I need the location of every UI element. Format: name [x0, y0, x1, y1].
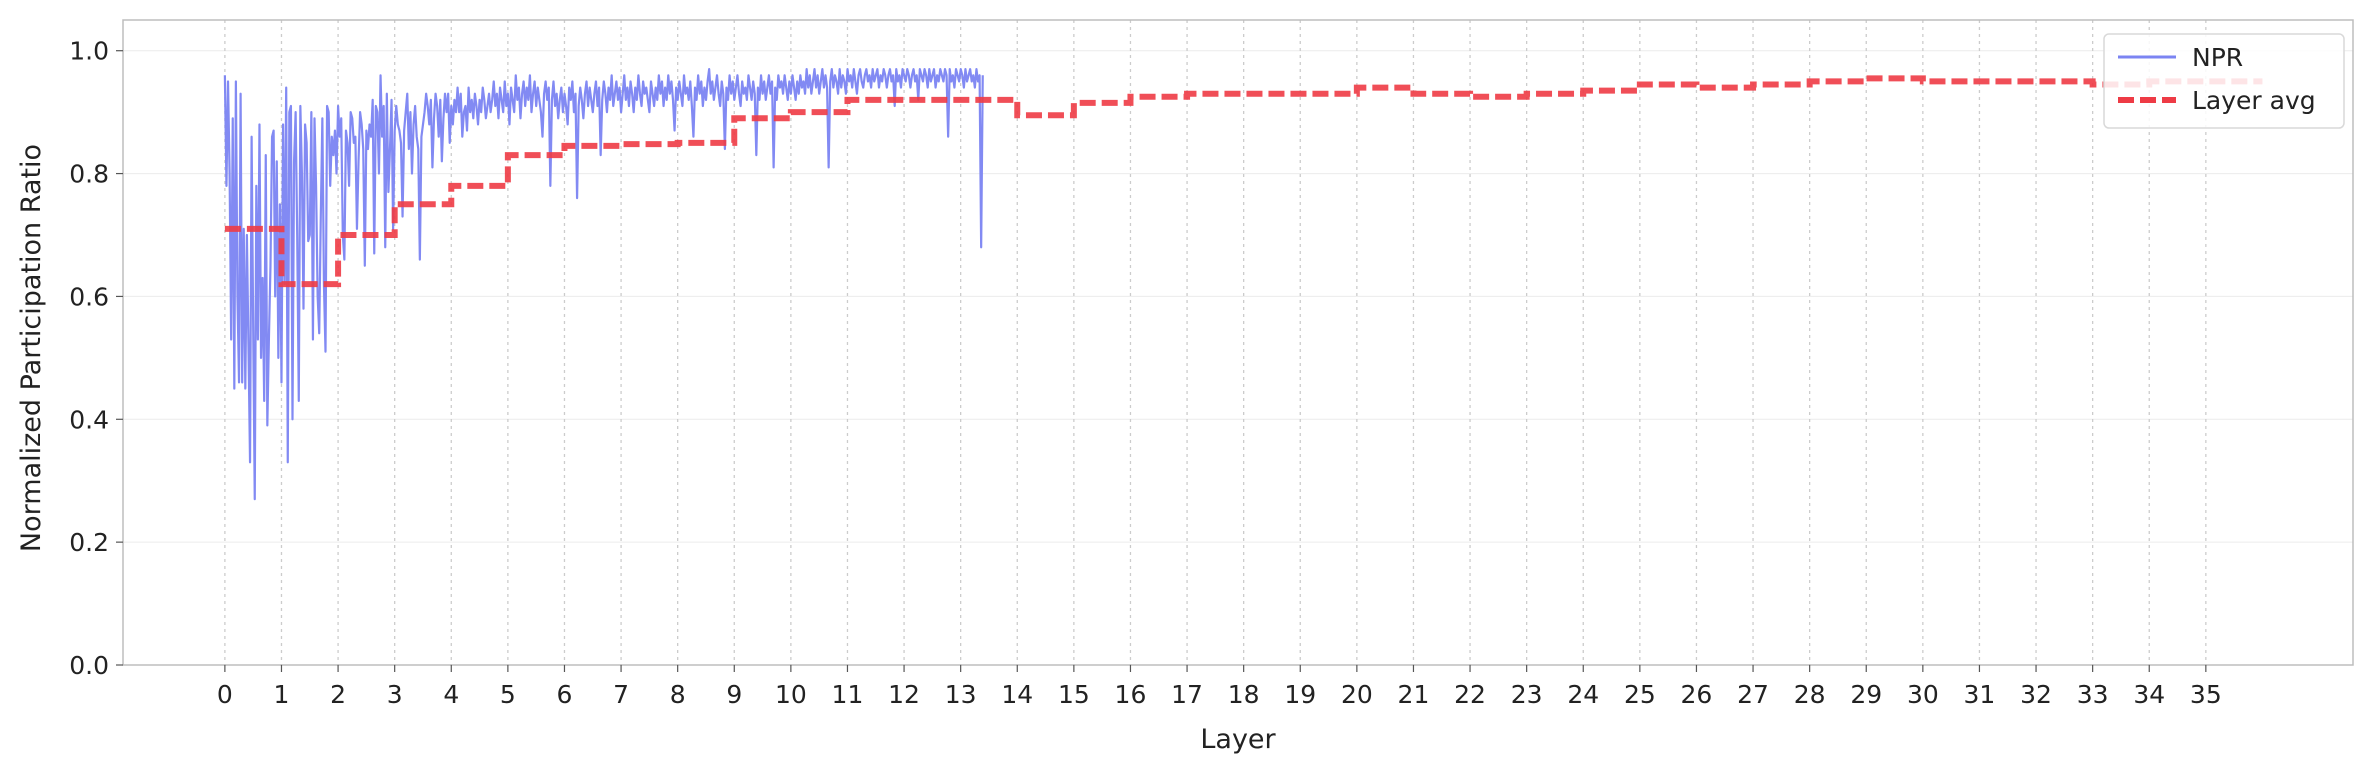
x-tick-label: 17	[1171, 680, 1203, 709]
x-tick-label: 13	[945, 680, 977, 709]
x-axis-label: Layer	[1200, 724, 1276, 755]
y-tick-label: 0.6	[69, 282, 109, 311]
x-tick-label: 10	[775, 680, 807, 709]
layer-avg-series-line	[224, 75, 2263, 288]
x-tick-label: 20	[1341, 680, 1373, 709]
x-tick-label: 34	[2133, 680, 2165, 709]
grid-lines	[123, 20, 2353, 666]
x-tick-label: 19	[1284, 680, 1316, 709]
plot-frame	[122, 19, 2354, 666]
y-tick-label: 0.0	[69, 651, 109, 680]
x-tick-label: 26	[1681, 680, 1713, 709]
legend: NPR Layer avg	[2103, 33, 2345, 129]
x-tick-label: 22	[1454, 680, 1486, 709]
x-tick-label: 16	[1115, 680, 1147, 709]
x-tick-label: 24	[1567, 680, 1599, 709]
x-tick-label: 9	[726, 680, 742, 709]
npr-series-line	[223, 68, 984, 501]
x-tick-label: 29	[1850, 680, 1882, 709]
legend-npr-label: NPR	[2192, 43, 2243, 72]
x-tick-label: 5	[500, 680, 516, 709]
x-tick-label: 8	[670, 680, 686, 709]
axes-frame	[122, 19, 2354, 666]
x-tick-label: 31	[1964, 680, 1996, 709]
x-tick-label: 15	[1058, 680, 1090, 709]
x-tick-label: 23	[1511, 680, 1543, 709]
x-tick-label: 0	[217, 680, 233, 709]
legend-layer-avg-label: Layer avg	[2192, 86, 2316, 115]
x-tick-label: 12	[888, 680, 920, 709]
y-tick-label: 0.2	[69, 528, 109, 557]
tick-labels: 0.00.20.40.60.81.00 1 2 3 4 5 6 7 8 9 10 11 12 13 14 15…	[69, 37, 2222, 709]
y-tick-label: 1.0	[69, 37, 109, 66]
x-tick-label: 2	[330, 680, 346, 709]
x-tick-label: 21	[1398, 680, 1430, 709]
y-axis-label: Normalized Participation Ratio	[16, 144, 47, 552]
x-tick-label: 27	[1737, 680, 1769, 709]
x-tick-label: 30	[1907, 680, 1939, 709]
x-tick-label: 28	[1794, 680, 1826, 709]
x-tick-label: 35	[2190, 680, 2222, 709]
x-tick-label: 33	[2077, 680, 2109, 709]
x-tick-label: 3	[387, 680, 403, 709]
y-tick-label: 0.8	[69, 160, 109, 189]
x-tick-label: 18	[1228, 680, 1260, 709]
x-tick-label: 6	[557, 680, 573, 709]
x-tick-label: 25	[1624, 680, 1656, 709]
y-tick-label: 0.4	[69, 405, 109, 434]
series-group	[223, 68, 2263, 501]
x-tick-label: 1	[274, 680, 290, 709]
x-tick-label: 14	[1001, 680, 1033, 709]
x-tick-label: 32	[2020, 680, 2052, 709]
x-tick-label: 7	[613, 680, 629, 709]
x-tick-label: 4	[443, 680, 459, 709]
x-tick-label: 11	[832, 680, 864, 709]
